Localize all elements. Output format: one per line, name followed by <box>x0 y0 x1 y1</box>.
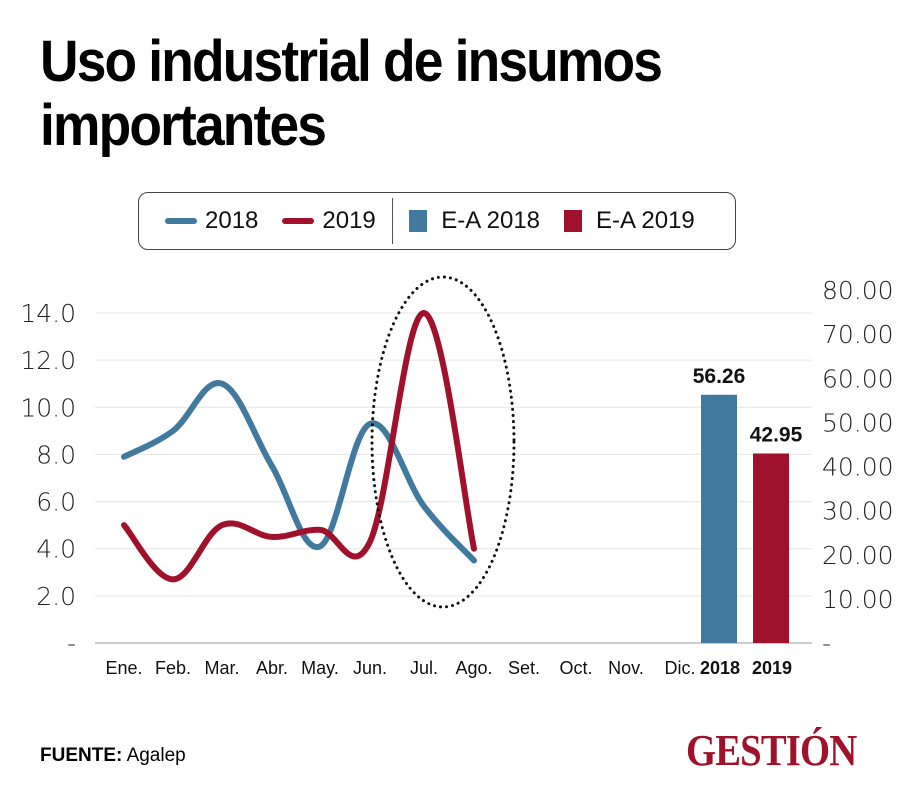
legend: 2018 2019 E-A 2018 E-A 2019 <box>138 192 736 250</box>
gestion-logo: GESTIÓN <box>686 726 857 775</box>
x-axis-tick-label: Nov. <box>608 658 644 678</box>
source-note: FUENTE: Agalep <box>40 745 186 767</box>
left-axis-tick-label: 14.0 <box>20 299 76 328</box>
highlight-ellipse <box>370 275 516 609</box>
left-axis-tick-label: 2.0 <box>36 582 76 611</box>
left-axis-tick-label: - <box>67 629 76 658</box>
lines <box>121 310 477 583</box>
legend-square-ea-2019-icon <box>564 210 583 232</box>
right-axis-tick-label: 80.00 <box>822 276 894 305</box>
right-axis-tick-label: - <box>822 629 831 658</box>
x-axis-tick-label: Ene. <box>105 658 142 678</box>
legend-label: 2018 <box>205 207 259 234</box>
x-axis-tick-label: 2019 <box>752 658 792 678</box>
gridlines <box>95 312 812 644</box>
x-axis-tick-label: Abr. <box>256 658 288 678</box>
right-axis-tick-label: 10.00 <box>822 585 894 614</box>
x-axis-tick-label: Mar. <box>204 658 239 678</box>
annotations <box>370 275 516 609</box>
legend-label: 2019 <box>322 207 376 234</box>
bar-value-label: 56.26 <box>693 365 746 388</box>
chart-title: Uso industrial de insumos importantes <box>40 29 663 158</box>
line-series-2018 <box>121 380 477 564</box>
right-axis-tick-label: 70.00 <box>822 320 894 349</box>
legend-line-2018-icon <box>165 218 197 224</box>
x-axis-tick-label: Set. <box>508 658 540 678</box>
legend-item-ea-2019: E-A 2019 <box>564 207 695 235</box>
left-axis-tick-label: 4.0 <box>36 535 76 564</box>
x-axis-tick-label: Jul. <box>410 658 438 678</box>
x-axis-tick-label: Oct. <box>559 658 592 678</box>
bar-E-A-2018 <box>701 394 737 643</box>
x-axis-tick-label: Ago. <box>455 658 492 678</box>
legend-separator <box>391 198 394 244</box>
x-axis-tick-label: Dic. <box>665 658 696 678</box>
right-axis-tick-label: 30.00 <box>822 497 894 526</box>
legend-item-2018: 2018 <box>165 207 258 235</box>
left-axis-tick-label: 12.0 <box>20 346 76 375</box>
line-series-2019 <box>121 310 477 583</box>
x-axis-tick-label: May. <box>301 658 339 678</box>
x-axis-tick-label: Jun. <box>353 658 387 678</box>
right-axis-tick-label: 40.00 <box>822 453 894 482</box>
legend-line-2019-icon <box>282 218 315 224</box>
legend-item-ea-2018: E-A 2018 <box>409 207 540 235</box>
x-axis-ticks: Ene. Feb. Mar. Abr. May. Jun. Jul. Ago. Set. Oct.… <box>105 658 792 678</box>
right-axis-tick-label: 20.00 <box>822 541 894 570</box>
bar-E-A-2019 <box>753 453 789 643</box>
bar-value-label: 42.95 <box>750 423 803 446</box>
x-axis-tick-label: Feb. <box>155 658 191 678</box>
x-axis-tick-label: 2018 <box>700 658 740 678</box>
right-axis-tick-label: 50.00 <box>822 408 894 437</box>
left-axis-tick-label: 8.0 <box>36 440 76 469</box>
left-axis-tick-label: 10.0 <box>20 393 76 422</box>
source-label: FUENTE: <box>40 745 123 766</box>
right-axis-ticks: - 10.00 20.00 30.00 40.00 50.00 60.00 70.00 80.0… <box>822 276 894 658</box>
bars: 56.26 42.95 <box>693 365 803 643</box>
legend-label: E-A 2019 <box>596 207 695 234</box>
source-value: Agalep <box>126 745 186 766</box>
left-axis-tick-label: 6.0 <box>36 488 76 517</box>
right-axis-tick-label: 60.00 <box>822 364 894 393</box>
legend-square-ea-2018-icon <box>409 210 428 232</box>
legend-item-2019: 2019 <box>282 207 376 235</box>
legend-label: E-A 2018 <box>441 207 541 234</box>
left-axis-ticks: - 2.0 4.0 6.0 8.0 10.0 12.0 14.0 <box>20 299 76 658</box>
